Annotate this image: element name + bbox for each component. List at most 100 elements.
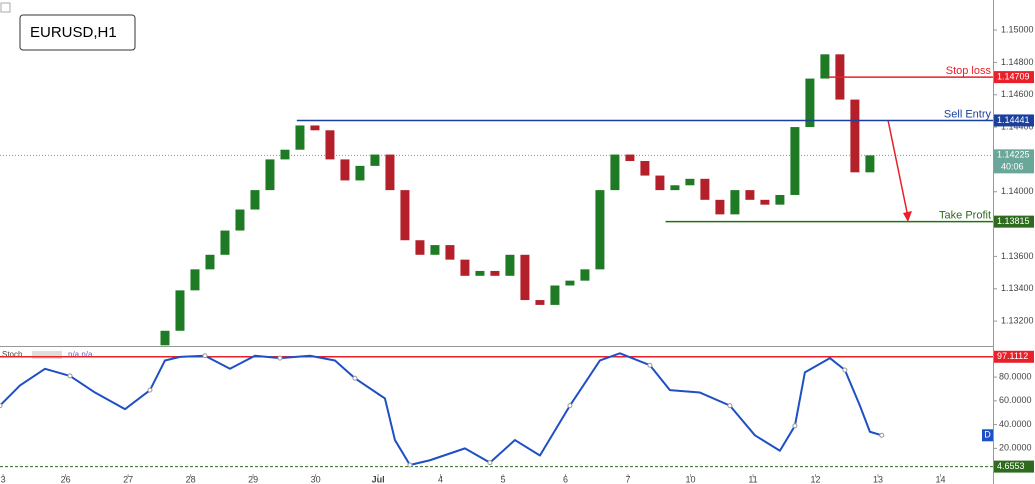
candle: [295, 125, 305, 150]
stoch-marker: [727, 403, 733, 409]
level-name: Stop loss: [946, 65, 992, 77]
stoch-buttons[interactable]: [32, 351, 62, 359]
candle: [550, 285, 560, 305]
candle: [205, 254, 215, 270]
price-tag-label: 97.1112: [997, 351, 1028, 361]
stoch-marker: [202, 353, 208, 359]
candle: [655, 175, 665, 191]
stoch-marker: [647, 362, 653, 368]
candle: [805, 78, 815, 128]
y-tick-label: 1.14400: [1001, 121, 1034, 131]
candle: [850, 99, 860, 173]
price-tag: [994, 350, 1034, 363]
price-tag-label: 1.14709: [997, 71, 1030, 81]
y-tick-label: 1.14800: [1001, 57, 1034, 67]
candle: [820, 54, 830, 79]
candle: [700, 178, 710, 200]
candle: [265, 159, 275, 191]
candle: [610, 154, 620, 191]
candle: [355, 165, 365, 181]
stoch-marker: [842, 367, 848, 373]
price-tag: [994, 114, 1034, 127]
price-tag: [994, 149, 1034, 174]
collapse-button[interactable]: [0, 2, 11, 13]
stoch-marker: [277, 355, 283, 361]
y-tick-label: 1.15000: [1001, 24, 1034, 34]
x-tick-label: 26: [61, 474, 71, 484]
candle: [865, 155, 875, 173]
x-tick-label: 5: [501, 474, 506, 484]
candle: [520, 254, 530, 301]
candle: [325, 130, 335, 160]
symbol-box: [19, 14, 136, 51]
x-tick-label: 10: [686, 474, 696, 484]
badge-label: D: [984, 430, 991, 440]
y-tick-label: 1.13400: [1001, 283, 1034, 293]
x-tick-label: 12: [811, 474, 821, 484]
candle: [565, 280, 575, 286]
level-name: Take Profit: [939, 210, 991, 222]
candle: [670, 185, 680, 191]
y-tick-label: 1.13600: [1001, 251, 1034, 261]
x-tick-label: 30: [311, 474, 321, 484]
candle: [400, 190, 410, 241]
x-tick-label: 13: [873, 474, 883, 484]
x-tick-label: 4: [438, 474, 443, 484]
price-tag: [994, 460, 1034, 473]
candle: [640, 161, 650, 176]
candle: [760, 199, 770, 205]
price-tag-label: 1.13815: [997, 216, 1030, 226]
candle: [475, 270, 485, 276]
x-tick-label: 27: [123, 474, 133, 484]
candle: [190, 269, 200, 291]
candle: [595, 190, 605, 270]
stoch-marker: [792, 423, 798, 429]
candle: [685, 178, 695, 186]
candle: [460, 259, 470, 276]
arrow-head: [903, 211, 912, 222]
y-tick-label: 80.0000: [999, 371, 1032, 381]
candle: [445, 245, 455, 260]
x-tick-label: 11: [748, 474, 757, 484]
candle: [250, 190, 260, 210]
stoch-marker: [0, 403, 3, 409]
candle: [370, 154, 380, 166]
symbol: EURUSD,H1: [30, 24, 117, 41]
candle: [745, 190, 755, 200]
price-tag-label: 1.14225: [997, 150, 1030, 160]
x-tick-label: Jul: [372, 474, 385, 484]
x-tick-label: 14: [935, 474, 945, 484]
y-tick-label: 1.14600: [1001, 89, 1034, 99]
candle: [505, 254, 515, 276]
stoch-marker: [352, 375, 358, 381]
stoch-marker: [879, 432, 885, 438]
y-tick-label: 60.0000: [999, 395, 1032, 405]
candle: [310, 125, 320, 131]
candle: [415, 240, 425, 255]
candle: [790, 127, 800, 195]
candle: [175, 290, 185, 331]
candle: [775, 194, 785, 205]
stoch-marker: [147, 387, 153, 393]
stoch-name: Stoch: [2, 350, 22, 359]
candle: [715, 199, 725, 215]
stoch-status: n/a n/a: [68, 350, 93, 359]
candle: [535, 300, 545, 305]
x-tick-label: 3: [1, 474, 6, 484]
candle: [220, 230, 230, 255]
stoch-marker: [487, 460, 493, 466]
candle: [625, 154, 635, 162]
candle: [580, 269, 590, 281]
stoch-marker: [407, 462, 413, 468]
candle: [160, 330, 170, 346]
candle: [280, 149, 290, 160]
arrow: [887, 119, 909, 218]
stoch-marker: [67, 373, 73, 379]
candle: [490, 270, 500, 276]
x-tick-label: 28: [186, 474, 196, 484]
stoch-marker: [567, 403, 573, 409]
price-tag-label: 1.14441: [997, 115, 1030, 125]
candle: [235, 209, 245, 231]
x-tick-label: 29: [248, 474, 258, 484]
